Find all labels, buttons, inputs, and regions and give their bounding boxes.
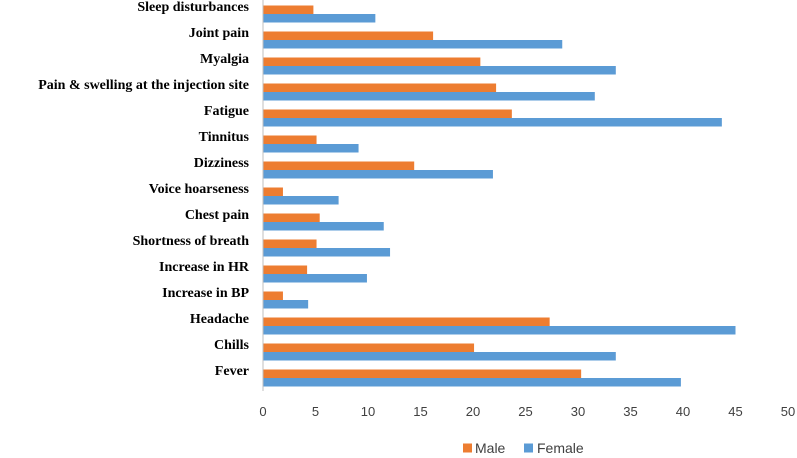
bar-female-increase-in-hr bbox=[263, 274, 367, 283]
category-label-chest-pain: Chest pain bbox=[185, 208, 249, 223]
x-tick-label-10: 10 bbox=[361, 404, 375, 419]
bar-female-fatigue bbox=[263, 118, 722, 127]
category-label-pain-and-swelling-at-the-injection-site: Pain & swelling at the injection site bbox=[38, 78, 249, 93]
category-label-headache: Headache bbox=[190, 312, 249, 327]
x-axis-tick-labels: 0 5 10 15 20 25 30 35 40 45 50 bbox=[259, 404, 795, 419]
bar-female-chills bbox=[263, 352, 616, 361]
category-label-fever: Fever bbox=[215, 364, 249, 379]
bar-male-chest-pain bbox=[263, 213, 320, 222]
bar-female-sleep-disturbances bbox=[263, 14, 376, 23]
bar-female-voice-hoarseness bbox=[263, 196, 339, 205]
bar-male-voice-hoarseness bbox=[263, 187, 283, 196]
bar-male-myalgia bbox=[263, 57, 481, 66]
bar-female-shortness-of-breath bbox=[263, 248, 391, 257]
category-label-sleep-disturbances: Sleep disturbances bbox=[137, 0, 249, 15]
bar-female-increase-in-bp bbox=[263, 300, 309, 309]
bar-male-shortness-of-breath bbox=[263, 239, 317, 248]
x-tick-label-45: 45 bbox=[728, 404, 742, 419]
bar-female-fever bbox=[263, 378, 681, 387]
bar-male-chills bbox=[263, 343, 475, 352]
category-label-dizziness: Dizziness bbox=[194, 156, 250, 171]
x-tick-label-25: 25 bbox=[518, 404, 532, 419]
x-tick-label-40: 40 bbox=[676, 404, 690, 419]
category-label-shortness-of-breath: Shortness of breath bbox=[133, 234, 250, 249]
bar-male-headache bbox=[263, 317, 550, 326]
legend-label-female: Female bbox=[537, 440, 584, 456]
bars-group bbox=[263, 5, 736, 387]
bar-male-tinnitus bbox=[263, 135, 317, 144]
x-tick-label-0: 0 bbox=[259, 404, 266, 419]
bar-female-joint-pain bbox=[263, 40, 563, 49]
bar-male-increase-in-hr bbox=[263, 265, 308, 274]
legend: Male Female bbox=[463, 440, 584, 456]
category-label-joint-pain: Joint pain bbox=[189, 26, 250, 41]
bar-male-joint-pain bbox=[263, 31, 434, 40]
x-tick-label-5: 5 bbox=[312, 404, 319, 419]
bar-male-fever bbox=[263, 369, 582, 378]
bar-female-myalgia bbox=[263, 66, 616, 75]
category-label-voice-hoarseness: Voice hoarseness bbox=[149, 182, 250, 197]
bar-female-chest-pain bbox=[263, 222, 384, 231]
category-label-increase-in-bp: Increase in BP bbox=[162, 286, 249, 301]
bar-female-tinnitus bbox=[263, 144, 359, 153]
x-tick-label-35: 35 bbox=[623, 404, 637, 419]
bar-male-sleep-disturbances bbox=[263, 5, 314, 14]
bar-male-dizziness bbox=[263, 161, 415, 170]
x-tick-label-50: 50 bbox=[781, 404, 795, 419]
category-label-increase-in-hr: Increase in HR bbox=[159, 260, 250, 275]
x-tick-label-30: 30 bbox=[571, 404, 585, 419]
x-tick-label-20: 20 bbox=[466, 404, 480, 419]
legend-swatch-female bbox=[524, 443, 533, 453]
x-tick-label-15: 15 bbox=[413, 404, 427, 419]
category-label-fatigue: Fatigue bbox=[204, 104, 249, 119]
category-labels: Sleep disturbances Joint pain Myalgia Pain … bbox=[38, 0, 250, 379]
bar-male-increase-in-bp bbox=[263, 291, 283, 300]
legend-label-male: Male bbox=[475, 440, 506, 456]
bar-female-dizziness bbox=[263, 170, 493, 179]
bar-male-pain-and-swelling-at-the-injection-site bbox=[263, 83, 497, 92]
bar-female-headache bbox=[263, 326, 736, 335]
bar-male-fatigue bbox=[263, 109, 512, 118]
category-label-myalgia: Myalgia bbox=[200, 52, 249, 67]
category-label-tinnitus: Tinnitus bbox=[199, 130, 250, 145]
category-label-chills: Chills bbox=[214, 338, 250, 353]
legend-swatch-male bbox=[463, 443, 472, 453]
bar-female-pain-and-swelling-at-the-injection-site bbox=[263, 92, 595, 101]
